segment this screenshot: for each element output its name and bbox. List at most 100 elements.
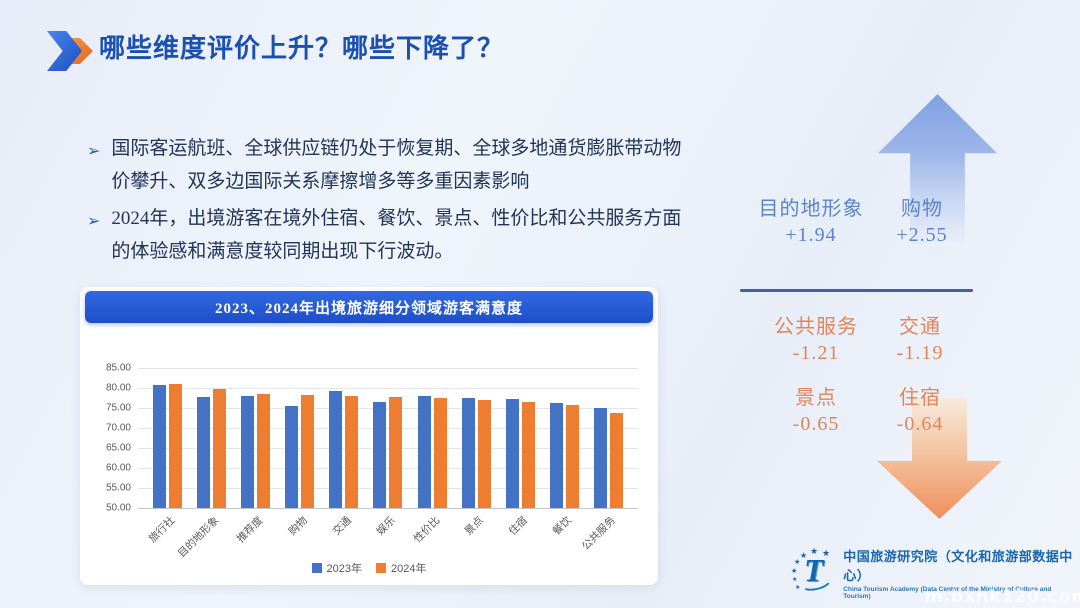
stat-label: 景点	[795, 387, 837, 409]
x-axis-label: 公共服务	[580, 514, 619, 553]
bar-group: 餐饮	[549, 368, 579, 538]
bar-2023年	[461, 397, 475, 508]
stat-accommodation: 住宿 -0.64	[868, 381, 972, 436]
x-axis-label: 购物	[286, 514, 310, 538]
legend-item-2024: 2024年	[376, 560, 426, 576]
y-axis-tick: 55.00	[105, 482, 131, 494]
x-axis-label: 餐饮	[550, 514, 575, 538]
stat-label: 购物	[901, 198, 943, 220]
legend-swatch-2024	[376, 563, 386, 573]
gridline	[138, 388, 638, 389]
bar-group: 购物	[285, 368, 315, 538]
bar-2023年	[197, 397, 211, 508]
watermark: m.bxnk120.com	[924, 587, 1080, 607]
stat-value: +1.94	[785, 224, 837, 246]
bar-2024年	[257, 394, 271, 508]
bar-2023年	[505, 399, 519, 508]
bar-group: 交通	[329, 368, 359, 538]
bar-2024年	[301, 395, 315, 508]
bar-group: 娱乐	[373, 368, 403, 538]
bar-2024年	[169, 383, 183, 508]
y-axis-tick: 80.00	[105, 382, 131, 394]
y-axis-tick: 75.00	[105, 402, 131, 414]
bar-2024年	[213, 389, 227, 508]
bar-group: 旅行社	[147, 368, 183, 545]
gridline	[138, 408, 638, 409]
bar-2024年	[389, 397, 403, 508]
stat-attractions: 景点 -0.65	[750, 381, 882, 436]
bar-group: 目的地形象	[176, 368, 227, 560]
chart-title-banner: 2023、2024年出境旅游细分领域游客满意度	[85, 291, 653, 323]
chart-title: 2023、2024年出境旅游细分领域游客满意度	[214, 300, 523, 317]
x-axis-label: 娱乐	[374, 514, 398, 538]
logo-name-en: China Tourism Academy (Data Center of th…	[843, 586, 1052, 600]
bar-group: 推荐度	[235, 368, 271, 545]
org-logo: ★ ★ ★ ★ ★ ★ ★ T 中国旅游研究院（文化和旅游部数据中心） Chin…	[791, 546, 1080, 601]
chart-card: 2023、2024年出境旅游细分领域游客满意度 50.00 55.00 60.00 6…	[80, 287, 658, 585]
y-axis-tick: 50.00	[105, 502, 131, 514]
bullet-arrow-icon: ➢	[87, 141, 101, 160]
legend-label: 2024年	[391, 563, 427, 575]
stat-label: 目的地形象	[758, 198, 864, 220]
stat-value: -1.19	[896, 342, 944, 364]
bar-2023年	[329, 391, 343, 508]
bullet-list: ➢ 国际客运航班、全球供应链仍处于恢复期、全球多地通货膨胀带动物价攀升、双多边国…	[87, 133, 687, 274]
y-axis-tick: 85.00	[105, 362, 131, 374]
bar-2023年	[549, 402, 563, 508]
chevron-blue-icon	[47, 31, 82, 71]
y-axis-tick: 65.00	[105, 442, 131, 454]
bar-2023年	[593, 408, 607, 508]
y-axis-tick: 70.00	[105, 422, 131, 434]
stat-value: +2.55	[896, 224, 948, 246]
gridline	[138, 508, 638, 509]
page-title: 哪些维度评价上升？哪些下降了？	[99, 34, 505, 63]
bar-groups: 旅行社 目的地形象 推荐度 购物 交通 娱乐 性价比 景点 住宿 餐饮 公共服务	[138, 368, 638, 560]
x-axis-label: 住宿	[506, 514, 531, 538]
x-axis-label: 交通	[330, 514, 354, 538]
bar-group: 景点	[461, 368, 491, 538]
logo-name-zh: 中国旅游研究院（文化和旅游部数据中心）	[843, 549, 1073, 583]
bar-2023年	[373, 402, 387, 508]
title-chevron-icon	[47, 31, 95, 71]
stat-label: 公共服务	[774, 316, 858, 338]
x-axis-label: 性价比	[411, 514, 442, 546]
logo-icon: ★ ★ ★ ★ ★ ★ ★ T	[791, 548, 835, 596]
bar-2024年	[477, 400, 491, 508]
legend-item-2023: 2023年	[311, 560, 362, 576]
gridline	[138, 488, 638, 489]
plot-area: 50.00 55.00 60.00 65.00 70.00 75.00 80.00 85.00…	[106, 363, 638, 560]
gridline	[138, 428, 638, 429]
stat-value: -0.64	[896, 413, 944, 435]
bar-2024年	[345, 395, 359, 508]
bar-group: 住宿	[505, 368, 535, 538]
bar-2024年	[521, 401, 535, 508]
logo-letter-t: T	[804, 552, 824, 588]
bullet-arrow-icon: ➢	[87, 211, 101, 231]
stat-shopping: 购物 +2.55	[872, 192, 972, 247]
bar-2024年	[609, 413, 623, 508]
bullet-item: ➢ 国际客运航班、全球供应链仍处于恢复期、全球多地通货膨胀带动物价攀升、双多边国…	[87, 133, 687, 198]
stat-public-service: 公共服务 -1.21	[750, 310, 882, 365]
stat-label: 交通	[899, 316, 941, 338]
stat-value: -0.65	[792, 413, 840, 435]
bar-2023年	[417, 396, 431, 508]
stat-value: -1.21	[792, 342, 840, 364]
stat-destination-image: 目的地形象 +1.94	[745, 192, 877, 247]
chart-legend: 2023年 2024年	[80, 560, 658, 576]
stat-transport: 交通 -1.19	[868, 310, 972, 365]
x-axis-label: 旅行社	[146, 514, 178, 546]
bar-2023年	[285, 405, 299, 508]
bullet-item: ➢ 2024年，出境游客在境外住宿、餐饮、景点、性价比和公共服务方面的体验感和满…	[87, 203, 687, 268]
bar-2024年	[433, 397, 447, 508]
x-axis-label: 目的地形象	[175, 514, 222, 561]
gridline	[138, 368, 638, 369]
bullet-text: 国际客运航班、全球供应链仍处于恢复期、全球多地通货膨胀带动物价攀升、双多边国际关…	[111, 138, 682, 192]
legend-label: 2023年	[326, 563, 362, 575]
bar-group: 公共服务	[580, 368, 623, 553]
x-axis-label: 推荐度	[234, 514, 266, 546]
stat-label: 住宿	[899, 387, 941, 409]
bar-2024年	[565, 404, 579, 508]
gridline	[138, 448, 638, 449]
gridline	[138, 468, 638, 469]
